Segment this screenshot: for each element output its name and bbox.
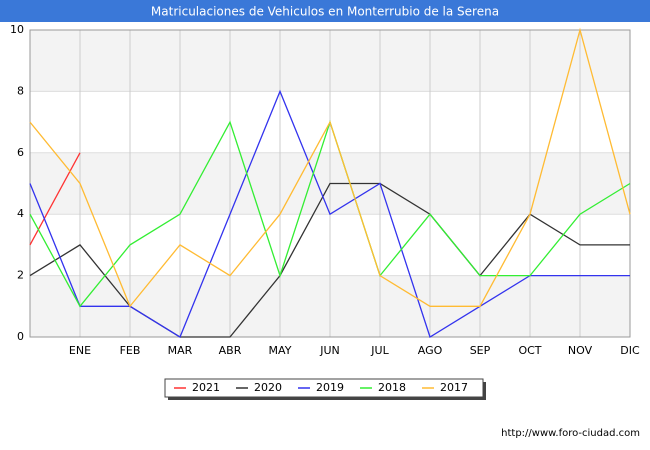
x-tick-label: DIC: [620, 344, 640, 357]
y-tick-label: 8: [17, 84, 24, 97]
x-tick-label: JUN: [319, 344, 340, 357]
x-tick-label: SEP: [470, 344, 491, 357]
x-tick-label: MAY: [269, 344, 292, 357]
legend-label: 2018: [378, 381, 406, 394]
chart-title: Matriculaciones de Vehiculos en Monterru…: [151, 5, 499, 19]
x-tick-label: MAR: [168, 344, 193, 357]
x-tick-label: FEB: [120, 344, 141, 357]
legend-label: 2020: [254, 381, 282, 394]
title-bar: [0, 0, 650, 22]
x-tick-label: JUL: [370, 344, 389, 357]
y-tick-label: 6: [17, 146, 24, 159]
x-tick-label: OCT: [518, 344, 541, 357]
x-tick-label: NOV: [568, 344, 593, 357]
y-tick-label: 2: [17, 269, 24, 282]
y-tick-label: 10: [10, 23, 24, 36]
legend: [164, 378, 484, 398]
y-tick-label: 4: [17, 207, 24, 220]
legend-label: 2021: [192, 381, 220, 394]
x-tick-label: AGO: [418, 344, 443, 357]
x-tick-label: ENE: [69, 344, 91, 357]
source: http://www.foro-ciudad.com: [501, 428, 640, 439]
x-tick-label: ABR: [219, 344, 242, 357]
legend-label: 2019: [316, 381, 344, 394]
y-tick-label: 0: [17, 330, 24, 343]
series-line: [29, 27, 631, 308]
legend-label: 2017: [440, 381, 468, 394]
